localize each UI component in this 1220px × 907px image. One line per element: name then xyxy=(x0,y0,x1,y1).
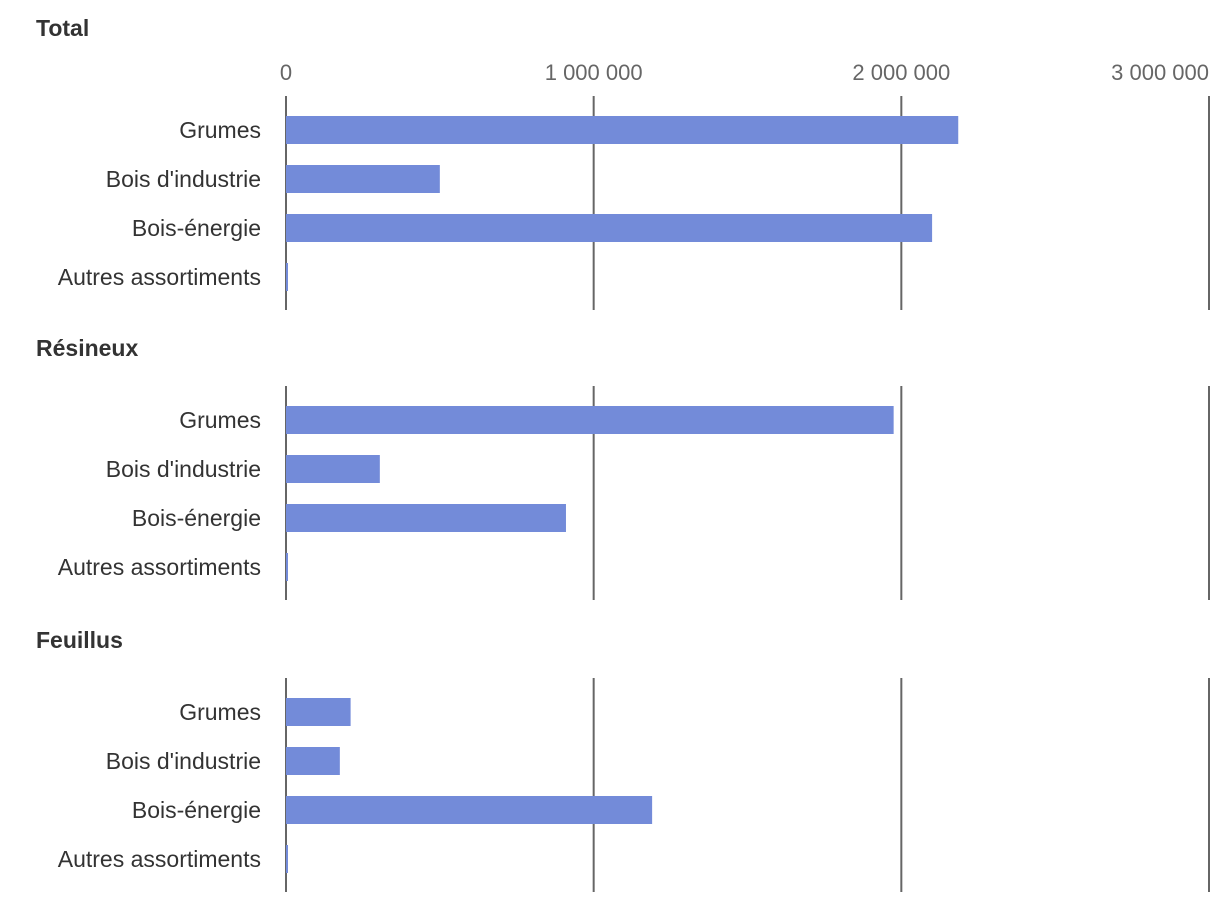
category-label: Bois d'industrie xyxy=(106,748,261,774)
category-label: Grumes xyxy=(179,699,261,725)
panel-title: Total xyxy=(36,15,89,41)
panel-title: Résineux xyxy=(36,335,138,361)
category-label: Bois d'industrie xyxy=(106,166,261,192)
category-label: Autres assortiments xyxy=(58,264,261,290)
panel-title: Feuillus xyxy=(36,627,123,653)
bar xyxy=(286,796,653,824)
category-label: Bois-énergie xyxy=(132,505,261,531)
bar xyxy=(286,845,288,873)
bar xyxy=(286,553,288,581)
category-label: Bois-énergie xyxy=(132,797,261,823)
category-label: Bois-énergie xyxy=(132,215,261,241)
bar xyxy=(286,214,933,242)
x-tick-label: 3 000 000 xyxy=(1111,60,1209,85)
x-tick-label: 1 000 000 xyxy=(545,60,643,85)
category-label: Autres assortiments xyxy=(58,554,261,580)
bar xyxy=(286,165,440,193)
category-label: Autres assortiments xyxy=(58,846,261,872)
bar xyxy=(286,698,351,726)
bar xyxy=(286,504,566,532)
bar xyxy=(286,747,340,775)
bar xyxy=(286,406,894,434)
category-label: Bois d'industrie xyxy=(106,456,261,482)
bar xyxy=(286,455,380,483)
bar xyxy=(286,116,959,144)
category-label: Grumes xyxy=(179,117,261,143)
x-tick-label: 0 xyxy=(280,60,292,85)
x-tick-label: 2 000 000 xyxy=(852,60,950,85)
bar xyxy=(286,263,288,291)
category-label: Grumes xyxy=(179,407,261,433)
